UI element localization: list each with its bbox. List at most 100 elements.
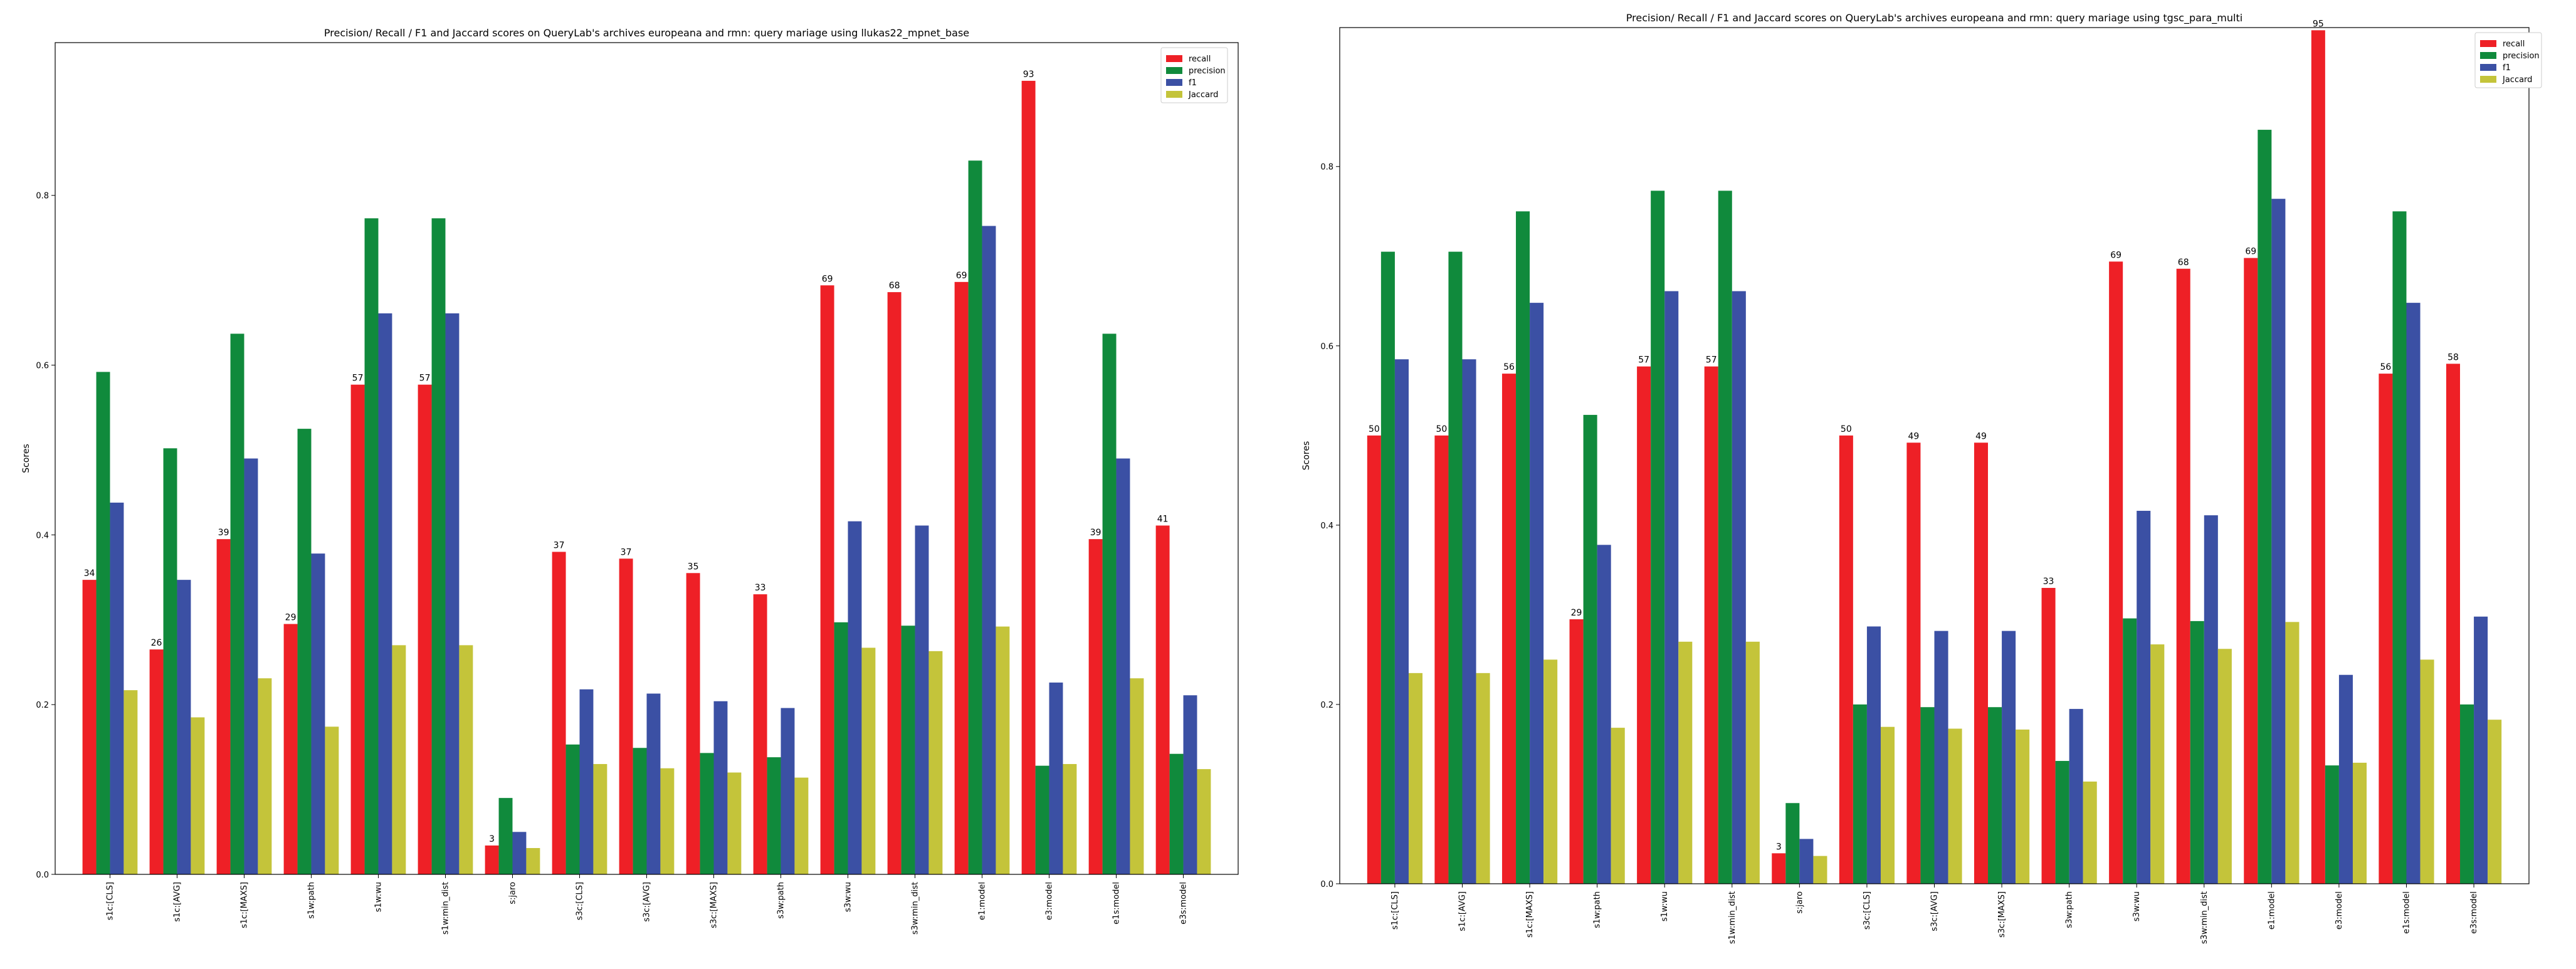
- x-tick-label: s1w:min_dist: [441, 882, 450, 935]
- x-tick-label: s1w:min_dist: [1728, 891, 1737, 944]
- bar-recall: [954, 281, 969, 874]
- bar-f1: [1116, 458, 1130, 874]
- bar-value-label: 29: [285, 613, 297, 623]
- bar-recall: [418, 384, 432, 874]
- bar-precision: [1583, 414, 1597, 884]
- bar-f1: [2338, 674, 2353, 884]
- legend-label-jaccard: Jaccard: [2502, 75, 2532, 85]
- bar-precision: [2055, 761, 2069, 884]
- bar-f1: [110, 502, 124, 874]
- bar-value-label: 37: [554, 540, 565, 550]
- bar-precision: [2392, 211, 2407, 884]
- bar-f1: [848, 521, 862, 874]
- bar-value-label: 33: [755, 583, 766, 593]
- bar-f1: [244, 458, 258, 874]
- bar-f1: [2474, 616, 2488, 884]
- plot-frame: [1339, 27, 2530, 884]
- bar-recall: [350, 384, 365, 874]
- bar-recall: [1637, 366, 1651, 884]
- bar-value-label: 57: [419, 374, 431, 384]
- y-axis-label: Scores: [1301, 441, 1312, 471]
- bar-f1: [713, 701, 728, 874]
- legend-swatch-f1: [2480, 64, 2496, 71]
- x-tick-label: s3c:[CLS]: [1863, 891, 1872, 930]
- legend-label-f1: f1: [1189, 78, 1197, 88]
- bar-precision: [968, 160, 982, 875]
- bar-precision: [1853, 704, 1867, 884]
- bar-value-label: 26: [151, 638, 162, 648]
- bar-precision: [2123, 618, 2137, 884]
- bar-precision: [230, 333, 244, 874]
- x-tick-label: s1w:path: [1593, 891, 1602, 928]
- bar-value-label: 57: [1638, 355, 1649, 365]
- y-axis-label: Scores: [21, 444, 31, 473]
- bar-value-label: 29: [1571, 608, 1582, 618]
- bar-recall: [2176, 268, 2190, 884]
- x-tick-label: s1w:wu: [374, 882, 383, 912]
- y-tick-label: 0.6: [1320, 342, 1333, 352]
- bar-recall: [1839, 435, 1853, 884]
- x-tick-label: e3s:model: [2469, 891, 2479, 934]
- legend-label-jaccard: Jaccard: [1188, 90, 1218, 100]
- x-tick-label: e1s:model: [1112, 882, 1122, 924]
- bar-jaccard: [593, 763, 607, 874]
- bar-jaccard: [1197, 769, 1211, 874]
- bar-recall: [1021, 80, 1036, 874]
- bar-recall: [1906, 443, 1921, 884]
- bar-f1: [311, 553, 325, 874]
- bar-value-label: 69: [822, 274, 833, 284]
- bar-f1: [445, 313, 460, 874]
- bar-f1: [2204, 515, 2218, 884]
- bar-precision: [2460, 704, 2474, 884]
- bar-precision: [767, 757, 781, 874]
- x-tick-label: e1:model: [2267, 891, 2276, 930]
- bar-f1: [915, 525, 929, 874]
- bar-recall: [1569, 619, 1584, 884]
- bar-recall: [686, 573, 700, 874]
- x-tick-label: s1c:[AVG]: [172, 882, 182, 922]
- x-tick-label: s3w:wu: [2132, 891, 2142, 921]
- legend-swatch-precision: [2480, 52, 2496, 59]
- x-tick-label: s3w:min_dist: [911, 882, 920, 935]
- bar-precision: [1380, 251, 1395, 884]
- bar-f1: [1049, 682, 1063, 874]
- bar-f1: [1597, 545, 1611, 884]
- bar-jaccard: [2016, 729, 2030, 884]
- bar-recall: [1704, 366, 1718, 884]
- bar-recall: [753, 594, 767, 874]
- bar-jaccard: [2217, 649, 2232, 884]
- bar-jaccard: [2352, 762, 2367, 884]
- bar-f1: [2271, 199, 2286, 884]
- bar-f1: [2002, 631, 2016, 884]
- bar-jaccard: [1880, 726, 1895, 884]
- bar-value-label: 57: [1706, 355, 1717, 365]
- x-tick-label: s1c:[MAXS]: [1525, 891, 1535, 938]
- bar-value-label: 57: [352, 374, 364, 384]
- bar-f1: [177, 580, 191, 874]
- bar-value-label: 37: [621, 547, 632, 557]
- bar-f1: [982, 226, 996, 874]
- bar-precision: [633, 748, 647, 874]
- bar-jaccard: [526, 848, 540, 874]
- bar-recall: [820, 285, 834, 874]
- bar-value-label: 56: [1503, 362, 1515, 372]
- bar-value-label: 34: [84, 568, 95, 579]
- bar-precision: [1102, 333, 1117, 874]
- bar-jaccard: [191, 717, 205, 874]
- y-tick-label: 0.2: [1320, 701, 1333, 710]
- bar-value-label: 58: [2447, 352, 2459, 362]
- x-tick-label: s1w:wu: [1660, 891, 1669, 921]
- bar-f1: [1462, 359, 1476, 884]
- bar-jaccard: [1745, 641, 1760, 884]
- x-tick-label: s3w:wu: [844, 882, 853, 912]
- bar-jaccard: [928, 651, 943, 874]
- bar-f1: [1934, 631, 1948, 884]
- bar-jaccard: [1063, 763, 1077, 874]
- bar-precision: [1448, 251, 1463, 884]
- bar-precision: [364, 218, 379, 874]
- x-tick-label: s1c:[AVG]: [1458, 891, 1468, 931]
- bar-f1: [781, 708, 795, 874]
- bar-jaccard: [1948, 728, 1962, 884]
- bar-jaccard: [258, 678, 272, 874]
- bar-f1: [1183, 695, 1197, 874]
